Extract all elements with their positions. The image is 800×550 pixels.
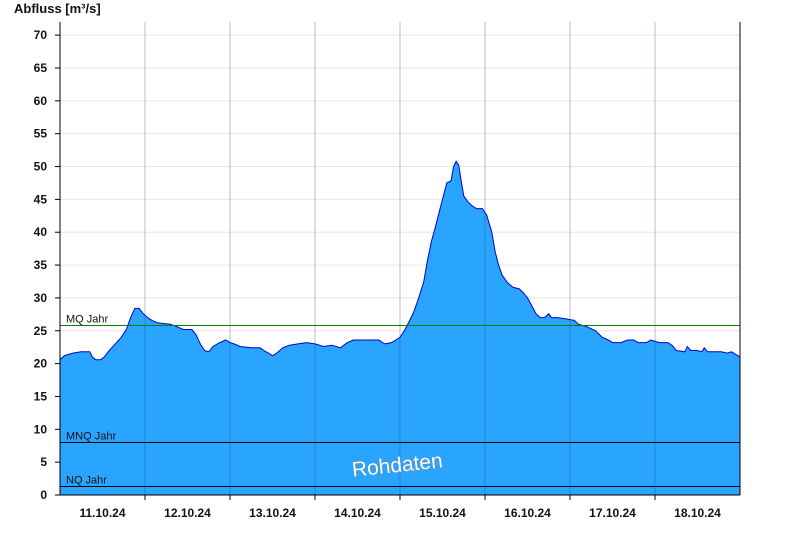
y-tick-label-40: 40	[34, 225, 48, 239]
ref-label-2: NQ Jahr	[66, 474, 107, 486]
x-tick-label-5: 16.10.24	[504, 506, 551, 520]
y-tick-label-15: 15	[34, 389, 48, 403]
discharge-series	[60, 160, 740, 495]
x-tick-label-1: 12.10.24	[164, 506, 211, 520]
x-tick-label-7: 18.10.24	[674, 506, 721, 520]
y-tick-label-70: 70	[34, 28, 48, 42]
x-tick-label-2: 13.10.24	[249, 506, 296, 520]
y-tick-label-5: 5	[40, 455, 47, 469]
x-tick-label-3: 14.10.24	[334, 506, 381, 520]
x-tick-label-0: 11.10.24	[79, 506, 125, 520]
y-tick-label-65: 65	[34, 61, 48, 75]
y-tick-label-45: 45	[34, 192, 48, 206]
y-tick-label-30: 30	[34, 291, 48, 305]
y-tick-label-50: 50	[34, 160, 48, 174]
x-axis-ticks: 11.10.24 12.10.24 13.10.24 14.10.24 15.10.24…	[79, 495, 721, 520]
y-tick-label-25: 25	[34, 324, 48, 338]
series-area-0	[60, 161, 740, 495]
y-tick-label-10: 10	[34, 422, 48, 436]
reference-lines: MQ Jahr MNQ Jahr NQ Jahr	[60, 314, 740, 487]
ref-label-1: MNQ Jahr	[66, 430, 116, 442]
series-line-0	[60, 160, 740, 361]
y-axis-title: Abfluss [m³/s]	[14, 1, 101, 16]
y-tick-label-35: 35	[34, 258, 48, 272]
ref-label-0: MQ Jahr	[66, 314, 109, 326]
y-tick-label-0: 0	[40, 488, 47, 502]
y-tick-label-55: 55	[34, 127, 48, 141]
x-tick-label-6: 17.10.24	[589, 506, 636, 520]
x-tick-label-4: 15.10.24	[419, 506, 466, 520]
y-tick-label-20: 20	[34, 357, 48, 371]
y-tick-label-60: 60	[34, 94, 48, 108]
day-separators	[144, 22, 656, 495]
y-axis-ticks: 0 5 10 15 20 25 30 35 40 45 50 55 60 65 70	[34, 28, 60, 502]
